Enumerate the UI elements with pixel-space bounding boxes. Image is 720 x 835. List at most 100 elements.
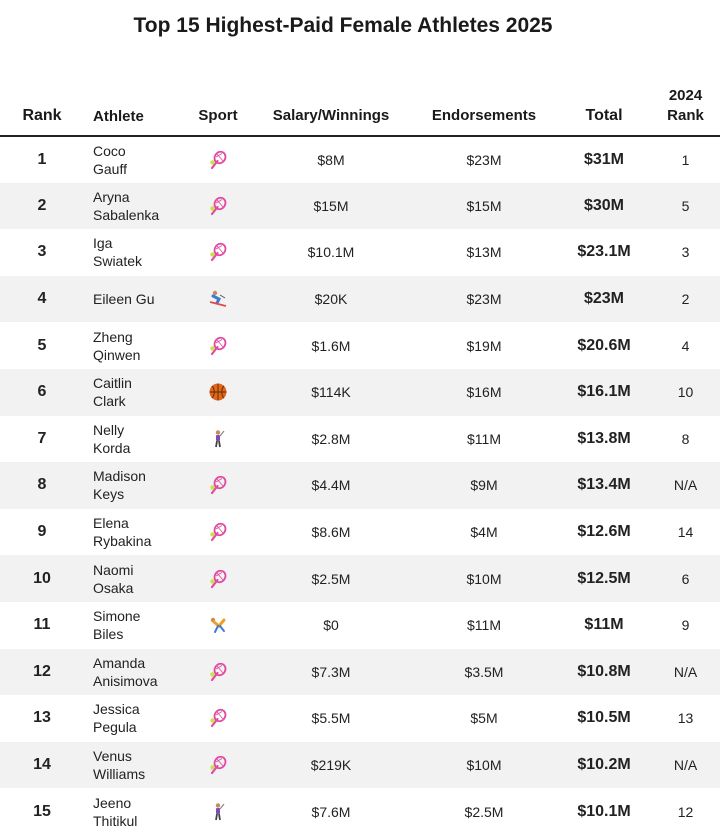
tennis-icon [208,708,228,728]
salary-cell: $2.8M [311,430,351,447]
endorsements-cell: $11M [467,430,501,447]
athlete-second-line: Korda [93,439,131,456]
salary-cell: $10.1M [307,244,355,261]
athlete-cell: Zheng Qinwen [84,322,185,369]
prev-rank-cell: 6 [681,570,690,587]
athlete-second-line: Anisimova [93,672,158,689]
salary-cell: $8M [317,151,345,168]
table-row: 2 Aryna Sabalenka $15M $15M $30M 5 [0,182,720,230]
basketball-icon [208,382,228,402]
col-header-sport: Sport [185,82,251,137]
athlete-cell: Coco Gauff [84,136,185,183]
athlete-cell: Aryna Sabalenka [84,183,185,230]
endorsements-cell: $10M [466,570,502,587]
athlete-cell: Elena Rybakina [84,509,185,556]
skiing-icon [208,289,228,309]
endorsements-cell: $10M [466,757,502,774]
rank-cell: 3 [37,243,47,261]
sport-cell [185,416,251,463]
athlete-second-line: Biles [93,626,124,643]
tennis-icon [208,475,228,495]
chart-title: Top 15 Highest-Paid Female Athletes 2025 [133,14,553,37]
salary-cell: $8.6M [311,524,351,541]
tennis-icon [208,242,228,262]
sport-cell [185,695,251,742]
total-cell: $23M [583,290,625,308]
rank-cell: 12 [33,662,51,680]
athlete-cell: Nelly Korda [84,416,185,463]
salary-cell: $114K [311,384,351,401]
col-header-athlete: Athlete [84,82,185,137]
athletes-table: Rank Athlete Sport Salary/Winnings Endor… [0,82,720,835]
salary-cell: $7.6M [311,803,351,820]
prev-rank-cell: 9 [681,617,690,634]
prev-rank-cell: 14 [677,524,694,541]
rank-cell: 5 [37,336,47,354]
sport-cell [185,183,251,230]
prev-rank-cell: 4 [681,337,690,354]
prev-rank-cell: 5 [681,197,690,214]
col-header-2024-rank-text: 2024 Rank [667,87,704,124]
prev-rank-cell: N/A [673,663,698,680]
sport-cell [185,136,251,183]
col-header-salary: Salary/Winnings [251,82,411,137]
athlete-cell: Iga Swiatek [84,229,185,276]
athlete-second-line: Osaka [93,579,134,596]
prev-rank-cell: 10 [677,384,694,401]
total-cell: $12.5M [577,569,631,587]
golf-icon [208,802,228,822]
athlete-first-line: Elena [93,515,129,532]
total-cell: $12.6M [577,523,631,541]
salary-cell: $7.3M [311,663,351,680]
tennis-icon [208,662,228,682]
athlete-cell: Caitlin Clark [84,369,185,416]
header-row: Rank Athlete Sport Salary/Winnings Endor… [0,82,720,137]
sport-cell [185,742,251,789]
athlete-cell: Venus Williams [84,742,185,789]
table-row: 11 Simone Biles $0 $11M $11M 9 [0,602,720,649]
salary-cell: $219K [310,757,352,774]
prev-rank-cell: 12 [677,803,694,820]
sport-cell [185,462,251,509]
sport-cell [185,276,251,323]
endorsements-cell: $2.5M [464,803,504,820]
total-cell: $10.5M [577,709,631,727]
table-row: 1 Coco Gauff $8M $23M $31M 1 [0,136,720,183]
sport-cell [185,602,251,649]
table-row: 8 Madison Keys $4.4M $9M $13.4M N/A [0,462,720,509]
athlete-cell: Jeeno Thitikul [84,788,185,835]
athlete-second-line: Swiatek [93,253,143,270]
athlete-second-line: Gauff [93,160,127,177]
athlete-first-line: Zheng [93,328,133,345]
endorsements-cell: $15M [466,197,502,214]
sport-cell [185,555,251,602]
endorsements-cell: $4M [470,524,498,541]
athlete-first-line: Caitlin [93,375,132,392]
prev-rank-cell: 3 [681,244,690,261]
golf-icon [208,429,228,449]
endorsements-cell: $16M [466,384,502,401]
prev-rank-cell: 2 [681,291,690,308]
sport-cell [185,788,251,835]
table-row: 12 Amanda Anisimova $7.3M $3.5M $10.8M N/A [0,648,720,696]
tennis-icon [208,755,228,775]
total-cell: $13.8M [577,429,631,447]
endorsements-cell: $11M [467,617,501,634]
table-row: 13 Jessica Pegula $5.5M $5M $10.5M 13 [0,695,720,742]
prev-rank-cell: N/A [673,757,698,774]
athlete-first-line: Eileen Gu [93,291,155,308]
athlete-cell: Madison Keys [84,462,185,509]
total-cell: $13.4M [577,476,631,494]
athlete-first-line: Iga [93,235,113,252]
prev-rank-cell: 8 [681,430,690,447]
athlete-first-line: Coco [93,142,126,159]
athlete-first-line: Simone [93,608,141,625]
athlete-first-line: Aryna [93,188,130,205]
rank-cell: 11 [33,616,51,634]
rank-cell: 6 [37,383,47,401]
tennis-icon [208,336,228,356]
table-row: 9 Elena Rybakina $8.6M $4M $12.6M 14 [0,509,720,556]
sport-cell [185,322,251,369]
total-cell: $16.1M [577,383,631,401]
athlete-second-line: Pegula [93,719,137,736]
